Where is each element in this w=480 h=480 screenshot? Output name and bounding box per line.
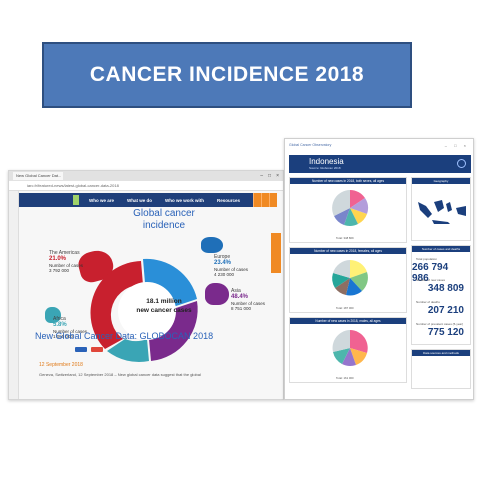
panel-total: Total: 187 000 bbox=[336, 306, 354, 310]
maximize-icon[interactable]: □ bbox=[268, 173, 272, 179]
region-americas: The Americas 21.0% Number of cases 3 792… bbox=[49, 250, 84, 274]
panel-total: Total: 161 000 bbox=[336, 376, 354, 380]
map-bar: Geography bbox=[412, 178, 470, 184]
stats-panel: Number of cases and deaths Total populat… bbox=[411, 245, 471, 345]
news-title[interactable]: New Global Cancer Data: GLOBOCAN 2018 bbox=[35, 331, 214, 341]
stat-label: Number of new cases bbox=[416, 278, 446, 282]
address-bar[interactable]: iarc.fr/featured-news/latest-global-canc… bbox=[9, 181, 283, 191]
title-banner: CANCER INCIDENCE 2018 bbox=[42, 42, 412, 108]
browser-tab[interactable]: New Global Cancer Dat... bbox=[13, 172, 63, 180]
donut-segment-africa bbox=[107, 339, 149, 362]
news-date: 12 September 2018 bbox=[39, 362, 83, 368]
url-text[interactable]: iarc.fr/featured-news/latest-global-canc… bbox=[27, 183, 119, 188]
panel-bar: Number of new cases in 2018, both sexes,… bbox=[290, 178, 406, 184]
factsheet-top-label: Global Cancer Observatory bbox=[289, 143, 332, 147]
minimize-icon[interactable]: – bbox=[260, 173, 264, 179]
stat-label: Total population bbox=[416, 257, 438, 261]
donut-segment-asia bbox=[149, 301, 198, 361]
asia-map bbox=[205, 283, 229, 305]
factsheet-screenshot: Global Cancer Observatory – □ × Indonesi… bbox=[284, 138, 474, 400]
language-icon[interactable] bbox=[261, 193, 269, 207]
nav-what-we-do[interactable]: What we do bbox=[126, 197, 152, 203]
stat-label: Number of deaths bbox=[416, 300, 440, 304]
region-europe: Europe 23.4% Number of cases 4 230 000 bbox=[214, 254, 249, 278]
infographic-title: Global cancer incidence bbox=[133, 208, 195, 231]
donut-segment-europe bbox=[143, 258, 197, 307]
news-text: Geneva, Switzerland, 12 September 2018 –… bbox=[39, 372, 201, 377]
nav-who-we-work-with[interactable]: Who we work with bbox=[164, 197, 204, 203]
pie-both-sexes bbox=[332, 189, 369, 226]
site-navbar: Who we are What we do Who we work with R… bbox=[19, 193, 277, 207]
window-controls[interactable]: – □ × bbox=[444, 142, 469, 148]
stat-label: Number of prevalent cases (5-year) bbox=[416, 322, 464, 326]
browser-screenshot: New Global Cancer Dat... – □ × iarc.fr/f… bbox=[8, 170, 284, 400]
stat-value: 775 120 bbox=[427, 327, 464, 338]
sources-bar: Data sources and methods bbox=[412, 350, 470, 356]
nav-who-we-are[interactable]: Who we are bbox=[88, 197, 114, 203]
search-icon[interactable] bbox=[253, 193, 261, 207]
europe-map bbox=[201, 237, 223, 253]
banner-title: CANCER INCIDENCE 2018 bbox=[89, 63, 365, 86]
region-africa: Africa 5.8% Number of cases 1 055 000 bbox=[53, 316, 88, 340]
site-logo[interactable] bbox=[73, 195, 79, 205]
pie-males bbox=[332, 330, 368, 366]
map-panel: Geography bbox=[411, 177, 471, 241]
factsheet-header: Indonesia Source: Globocan 2018 bbox=[289, 155, 471, 173]
pie-panel-females: Number of new cases in 2018, females, al… bbox=[289, 247, 407, 313]
browser-tabbar: New Global Cancer Dat... – □ × bbox=[9, 171, 283, 181]
nav-resources[interactable]: Resources bbox=[216, 197, 240, 203]
share-button[interactable] bbox=[75, 347, 87, 352]
panel-bar: Number of new cases in 2018, males, all … bbox=[290, 318, 406, 324]
incidence-donut bbox=[90, 258, 198, 362]
donut-segment-americas bbox=[90, 261, 143, 349]
print-button[interactable] bbox=[91, 347, 103, 352]
globe-icon bbox=[457, 159, 466, 168]
pie-panel-males: Number of new cases in 2018, males, all … bbox=[289, 317, 407, 383]
pie-panel-both: Number of new cases in 2018, both sexes,… bbox=[289, 177, 407, 243]
country-title: Indonesia bbox=[309, 157, 344, 166]
browser-sidebar bbox=[9, 191, 19, 399]
window-controls: – □ × bbox=[260, 173, 283, 179]
panel-bar: Number of new cases in 2018, females, al… bbox=[290, 248, 406, 254]
sources-panel: Data sources and methods bbox=[411, 349, 471, 389]
africa-map bbox=[45, 307, 61, 323]
panel-total: Total: 348 809 bbox=[336, 236, 354, 240]
region-asia: Asia 48.4% Number of cases 8 751 000 bbox=[231, 288, 266, 312]
donut-center-label: 18.1 million new cancer cases bbox=[136, 298, 192, 314]
stat-value: 207 210 bbox=[427, 305, 464, 316]
close-icon[interactable]: × bbox=[276, 173, 279, 179]
menu-icon[interactable] bbox=[269, 193, 277, 207]
stats-bar: Number of cases and deaths bbox=[412, 246, 470, 252]
country-subtitle: Source: Globocan 2018 bbox=[309, 166, 341, 170]
share-side-tabs[interactable] bbox=[271, 233, 281, 273]
nav-tools bbox=[253, 193, 277, 207]
stat-value: 266 794 986 bbox=[412, 262, 449, 284]
stat-value: 348 809 bbox=[427, 283, 464, 294]
factsheet-topbar: Global Cancer Observatory – □ × bbox=[285, 139, 473, 151]
indonesia-map bbox=[418, 200, 466, 224]
pie-females bbox=[332, 259, 368, 296]
